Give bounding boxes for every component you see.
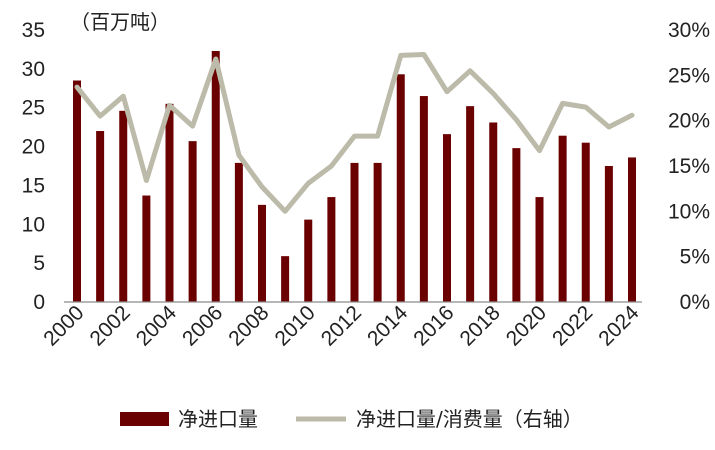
line-path — [74, 52, 635, 214]
bar — [188, 141, 197, 302]
x-axis-tick-label: 2006 — [178, 301, 227, 350]
left-axis-ticks: 0 5 10 15 20 25 30 35 — [22, 19, 45, 314]
bar — [443, 134, 451, 302]
x-axis-tick-label: 2010 — [270, 301, 319, 350]
x-axis-tick-label: 2018 — [455, 301, 504, 350]
x-axis-tick-label: 2014 — [363, 301, 413, 351]
bar — [304, 219, 313, 302]
bar — [327, 197, 336, 302]
x-axis-tick-label: 2008 — [224, 301, 273, 350]
x-axis-tick-label: 2012 — [317, 301, 366, 350]
bar — [119, 110, 128, 302]
x-axis-tick-label: 2000 — [39, 301, 88, 350]
x-axis-tick-label: 2022 — [548, 301, 597, 350]
bar — [489, 122, 498, 302]
left-axis-tick-label: 35 — [22, 19, 45, 42]
bar — [258, 204, 266, 302]
legend-label-line: 净进口量/消费量（右轴） — [356, 407, 583, 431]
bar-series — [73, 50, 636, 303]
left-axis-unit-label: （百万吨） — [70, 10, 170, 34]
x-axis-ticks: 2000200220042006200820102012201420162018… — [39, 301, 644, 351]
bar — [211, 50, 220, 303]
legend-label-bar: 净进口量 — [178, 407, 258, 431]
bar — [581, 142, 590, 302]
right-axis-tick-label: 25% — [668, 64, 710, 87]
bar — [535, 197, 544, 302]
bar — [96, 131, 105, 302]
right-axis-tick-label: 20% — [668, 110, 710, 133]
x-axis-tick-label: 2024 — [594, 301, 644, 351]
bar — [373, 162, 382, 302]
bar — [558, 135, 567, 302]
right-axis-tick-label: 0% — [680, 291, 710, 314]
right-axis-tick-label: 5% — [680, 246, 710, 269]
bar — [350, 162, 359, 302]
left-axis-tick-label: 20 — [22, 136, 45, 159]
bar — [281, 256, 290, 302]
x-axis-tick-label: 2016 — [409, 301, 458, 350]
bar — [628, 157, 636, 302]
left-axis-tick-label: 10 — [22, 213, 45, 236]
legend: 净进口量 净进口量/消费量（右轴） — [120, 407, 583, 431]
left-axis-tick-label: 15 — [22, 174, 45, 197]
x-axis-tick-label: 2004 — [132, 301, 182, 351]
line-series — [74, 52, 635, 214]
bar — [234, 162, 243, 302]
left-axis-tick-label: 30 — [22, 58, 45, 81]
left-axis-tick-label: 25 — [22, 97, 45, 120]
x-axis-tick-label: 2020 — [502, 301, 551, 350]
legend-swatch-bar — [120, 412, 169, 426]
bar — [512, 148, 521, 302]
bar — [419, 96, 428, 302]
bar — [73, 80, 81, 302]
bar — [466, 106, 475, 302]
left-axis-tick-label: 0 — [33, 291, 45, 314]
x-axis-tick-label: 2002 — [85, 301, 134, 350]
right-axis-tick-label: 15% — [668, 155, 710, 178]
right-axis-tick-label: 10% — [668, 200, 710, 223]
bar — [142, 195, 151, 302]
bar — [604, 166, 613, 302]
right-axis-ticks: 0% 5% 10% 15% 20% 25% 30% — [668, 19, 710, 314]
bar — [165, 103, 174, 302]
right-axis-tick-label: 30% — [668, 19, 710, 42]
bar — [396, 74, 405, 302]
left-axis-tick-label: 5 — [33, 252, 45, 275]
